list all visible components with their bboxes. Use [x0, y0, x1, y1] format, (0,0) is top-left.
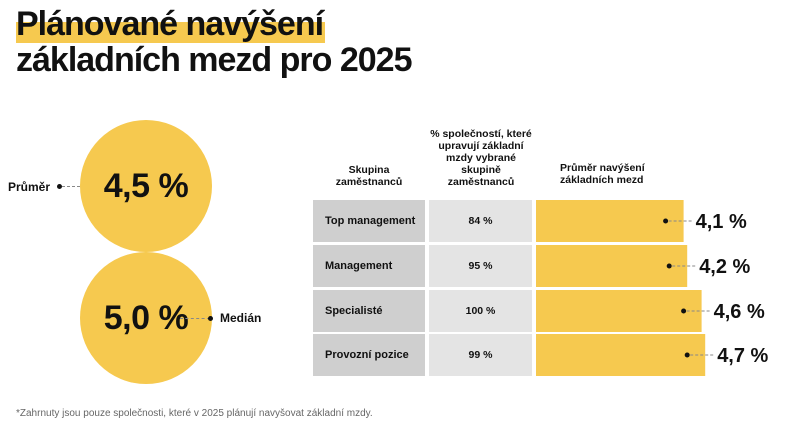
bar-value-label: 4,6 % [714, 301, 765, 323]
page-title: Plánované navýšení základních mezd pro 2… [16, 5, 412, 79]
title-line-1: Plánované navýšení [16, 5, 326, 43]
mean-circle: 4,5 % [80, 120, 212, 252]
median-pointer-line [180, 318, 210, 319]
bar-end-dot [681, 308, 687, 314]
bar-end-dot [663, 218, 669, 224]
bar-end-dot [666, 263, 672, 269]
bar-end-dot [684, 352, 690, 358]
share-cell: 100 % [429, 290, 532, 332]
bar-value-label: 4,1 % [696, 211, 747, 233]
median-circle: 5,0 % [80, 252, 212, 384]
header-share: % společností, které upravují základní m… [430, 128, 532, 188]
category-cell: Specialisté [313, 290, 425, 332]
header-group: Skupina zaměstnanců [335, 164, 403, 188]
footnote: *Zahrnuty jsou pouze společnosti, které … [16, 408, 373, 419]
median-label: Medián [220, 311, 262, 325]
median-pointer-dot [208, 316, 213, 321]
increase-bar [536, 334, 706, 376]
increase-bar [536, 290, 702, 332]
mean-label: Průměr [8, 180, 51, 194]
increase-bar [536, 245, 688, 287]
median-value: 5,0 % [103, 298, 189, 337]
share-cell: 95 % [429, 245, 532, 287]
category-cell: Provozní pozice [313, 334, 425, 376]
mean-pointer-line [62, 186, 90, 187]
header-increase: Průměr navýšení základních mezd [560, 162, 645, 186]
increase-bar [536, 200, 684, 242]
share-cell: 99 % [429, 334, 532, 376]
bar-value-label: 4,7 % [717, 345, 768, 367]
share-cell: 84 % [429, 200, 532, 242]
mean-pointer-dot [57, 184, 62, 189]
bar-value-label: 4,2 % [699, 256, 750, 278]
mean-value: 4,5 % [103, 166, 189, 205]
category-cell: Top management [313, 200, 425, 242]
category-cell: Management [313, 245, 425, 287]
title-line-2: základních mezd pro 2025 [16, 41, 412, 79]
